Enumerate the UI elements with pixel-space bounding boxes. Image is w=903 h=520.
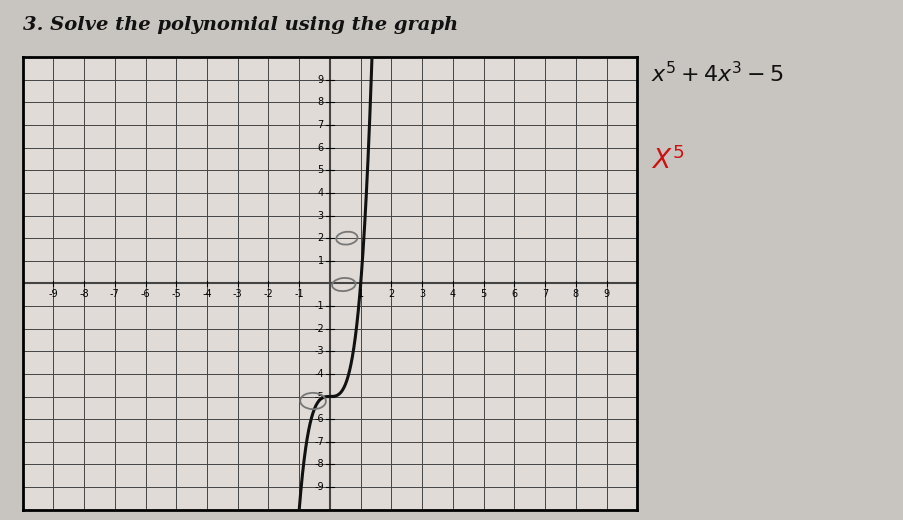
Text: -2: -2 xyxy=(313,323,323,334)
Text: 3. Solve the polynomial using the graph: 3. Solve the polynomial using the graph xyxy=(23,16,457,34)
Text: $x^5 + 4x^3 - 5$: $x^5 + 4x^3 - 5$ xyxy=(650,62,783,87)
Text: 4: 4 xyxy=(450,289,455,299)
Text: -6: -6 xyxy=(141,289,150,299)
Text: -4: -4 xyxy=(314,369,323,379)
Text: 6: 6 xyxy=(511,289,517,299)
Text: 2: 2 xyxy=(388,289,394,299)
Text: 6: 6 xyxy=(317,142,323,153)
Text: 3: 3 xyxy=(419,289,424,299)
Text: 4: 4 xyxy=(317,188,323,198)
Text: -9: -9 xyxy=(49,289,58,299)
Text: 7: 7 xyxy=(542,289,547,299)
Text: -1: -1 xyxy=(314,301,323,311)
Text: -1: -1 xyxy=(294,289,303,299)
Text: $X^5$: $X^5$ xyxy=(650,146,684,174)
Text: -7: -7 xyxy=(313,437,323,447)
Text: -7: -7 xyxy=(110,289,119,299)
Text: -3: -3 xyxy=(233,289,242,299)
Text: 5: 5 xyxy=(480,289,486,299)
Text: 5: 5 xyxy=(317,165,323,175)
Text: -6: -6 xyxy=(314,414,323,424)
Text: -2: -2 xyxy=(264,289,273,299)
Text: 9: 9 xyxy=(603,289,609,299)
Text: 3: 3 xyxy=(317,211,323,220)
Text: -8: -8 xyxy=(79,289,88,299)
Text: 1: 1 xyxy=(358,289,363,299)
Text: 8: 8 xyxy=(573,289,578,299)
Text: -8: -8 xyxy=(314,459,323,470)
Text: -5: -5 xyxy=(172,289,181,299)
Text: 7: 7 xyxy=(317,120,323,130)
Text: -3: -3 xyxy=(314,346,323,356)
Text: -9: -9 xyxy=(314,482,323,492)
Text: 9: 9 xyxy=(317,75,323,85)
Text: 1: 1 xyxy=(317,256,323,266)
Text: 8: 8 xyxy=(317,97,323,108)
Text: 2: 2 xyxy=(317,233,323,243)
Text: -4: -4 xyxy=(202,289,211,299)
Text: -5: -5 xyxy=(313,392,323,401)
